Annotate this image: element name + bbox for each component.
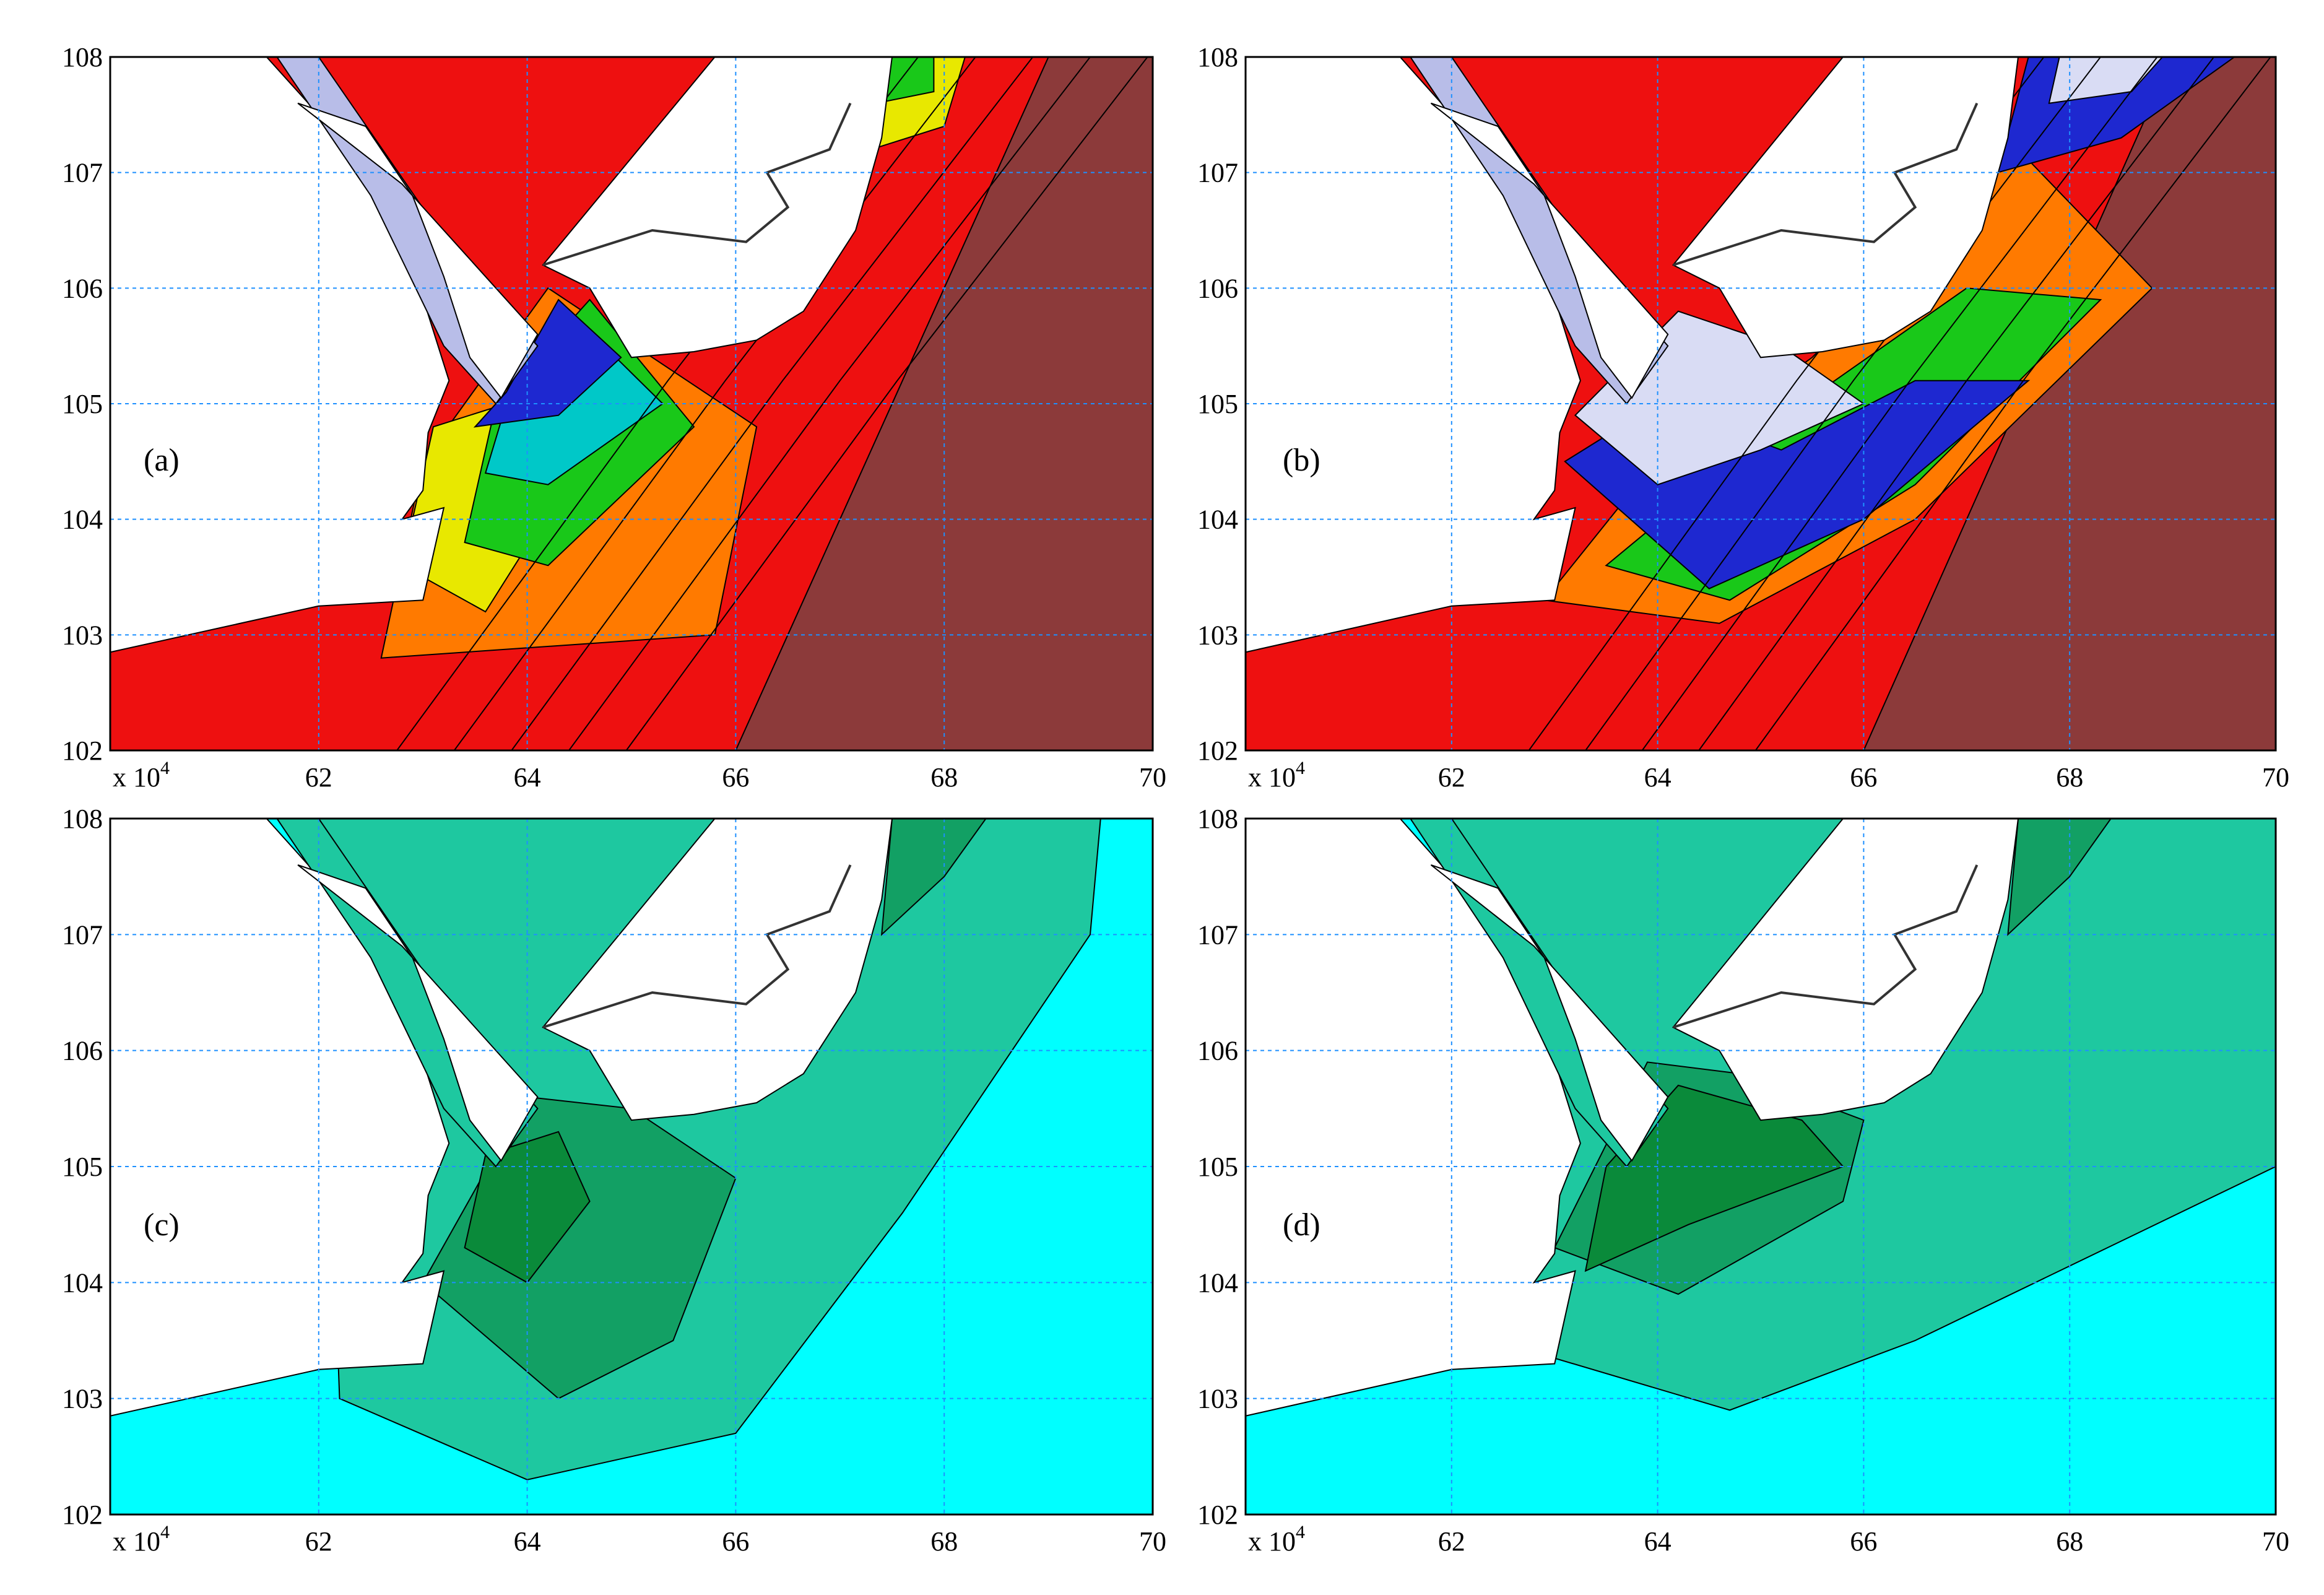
x-multiplier-exponent: 4 <box>1296 1522 1305 1542</box>
y-tick-label: 102 <box>62 736 103 766</box>
plot-frame <box>109 56 1154 752</box>
y-tick-label: 102 <box>1197 1500 1238 1530</box>
x-tick-label: 62 <box>305 762 332 793</box>
panel-label: (a) <box>144 443 180 478</box>
y-tick-label: 103 <box>62 1384 103 1414</box>
x-tick-label: 70 <box>1139 762 1166 793</box>
y-tick-label: 104 <box>62 1267 103 1298</box>
grid <box>110 57 1153 750</box>
y-tick-label: 107 <box>62 919 103 950</box>
y-tick-label: 103 <box>62 620 103 650</box>
y-tick-label: 106 <box>1197 273 1238 303</box>
y-tick-label: 104 <box>1197 505 1238 535</box>
panel-label: (c) <box>144 1207 180 1243</box>
x-tick-label: 64 <box>1644 762 1671 793</box>
y-tick-label: 108 <box>1197 42 1238 72</box>
y-tick-label: 102 <box>62 1500 103 1530</box>
x-tick-label: 70 <box>1139 1526 1166 1557</box>
panel-a: 102 103 104 105 106 107 108 62 64 66 68 70 x 104 (a) <box>62 42 1166 793</box>
x-tick-label: 64 <box>1644 1526 1671 1557</box>
x-tick-label: 70 <box>2262 762 2289 793</box>
x-multiplier-label: x 104 <box>1248 1522 1305 1557</box>
x-tick-label: 66 <box>722 762 749 793</box>
x-tick-label: 70 <box>2262 1526 2289 1557</box>
y-tick-label: 106 <box>1197 1036 1238 1066</box>
y-tick-label: 103 <box>1197 620 1238 650</box>
plot-frame <box>1244 817 2277 1516</box>
y-tick-label: 105 <box>1197 1152 1238 1182</box>
y-tick-label: 103 <box>1197 1384 1238 1414</box>
x-tick-label: 68 <box>2056 1526 2083 1557</box>
y-tick-label: 105 <box>62 1152 103 1182</box>
x-tick-label: 66 <box>722 1526 749 1557</box>
y-tick-label: 107 <box>1197 919 1238 950</box>
x-tick-label: 66 <box>1850 1526 1877 1557</box>
panel-d: 102 103 104 105 106 107 108 62 64 66 68 70 x 104 (d) <box>1197 804 2289 1557</box>
x-tick-label: 62 <box>305 1526 332 1557</box>
x-multiplier-exponent: 4 <box>1296 758 1305 778</box>
x-multiplier-exponent: 4 <box>160 758 170 778</box>
grid <box>1246 819 2276 1515</box>
y-tick-label: 108 <box>62 804 103 834</box>
y-tick-label: 108 <box>1197 804 1238 834</box>
y-tick-label: 106 <box>62 273 103 303</box>
x-tick-label: 62 <box>1438 762 1465 793</box>
x-tick-label: 64 <box>514 762 541 793</box>
y-tick-label: 104 <box>62 505 103 535</box>
grid <box>1246 57 2276 750</box>
panel-label: (d) <box>1283 1207 1320 1243</box>
x-multiplier-exponent: 4 <box>160 1522 170 1542</box>
x-tick-label: 68 <box>930 1526 958 1557</box>
y-tick-label: 105 <box>1197 389 1238 419</box>
x-tick-label: 68 <box>2056 762 2083 793</box>
x-tick-label: 68 <box>930 762 958 793</box>
y-tick-label: 107 <box>62 158 103 188</box>
plot-frame <box>1244 56 2277 752</box>
panel-b: 102 103 104 105 106 107 108 62 64 66 68 70 x 104 (b) <box>1197 42 2289 793</box>
x-tick-label: 66 <box>1850 762 1877 793</box>
y-tick-label: 107 <box>1197 158 1238 188</box>
y-tick-label: 108 <box>62 42 103 72</box>
x-tick-label: 62 <box>1438 1526 1465 1557</box>
x-multiplier-label: x 104 <box>113 1522 170 1557</box>
x-multiplier-label: x 104 <box>113 758 170 793</box>
y-tick-label: 105 <box>62 389 103 419</box>
panel-c: 102 103 104 105 106 107 108 62 64 66 68 70 x 104 (c) <box>62 804 1166 1557</box>
x-multiplier-label: x 104 <box>1248 758 1305 793</box>
grid <box>110 819 1153 1515</box>
plot-frame <box>109 817 1154 1516</box>
y-tick-label: 106 <box>62 1036 103 1066</box>
x-tick-label: 64 <box>514 1526 541 1557</box>
y-tick-label: 102 <box>1197 736 1238 766</box>
panel-label: (b) <box>1283 443 1320 478</box>
y-tick-label: 104 <box>1197 1267 1238 1298</box>
